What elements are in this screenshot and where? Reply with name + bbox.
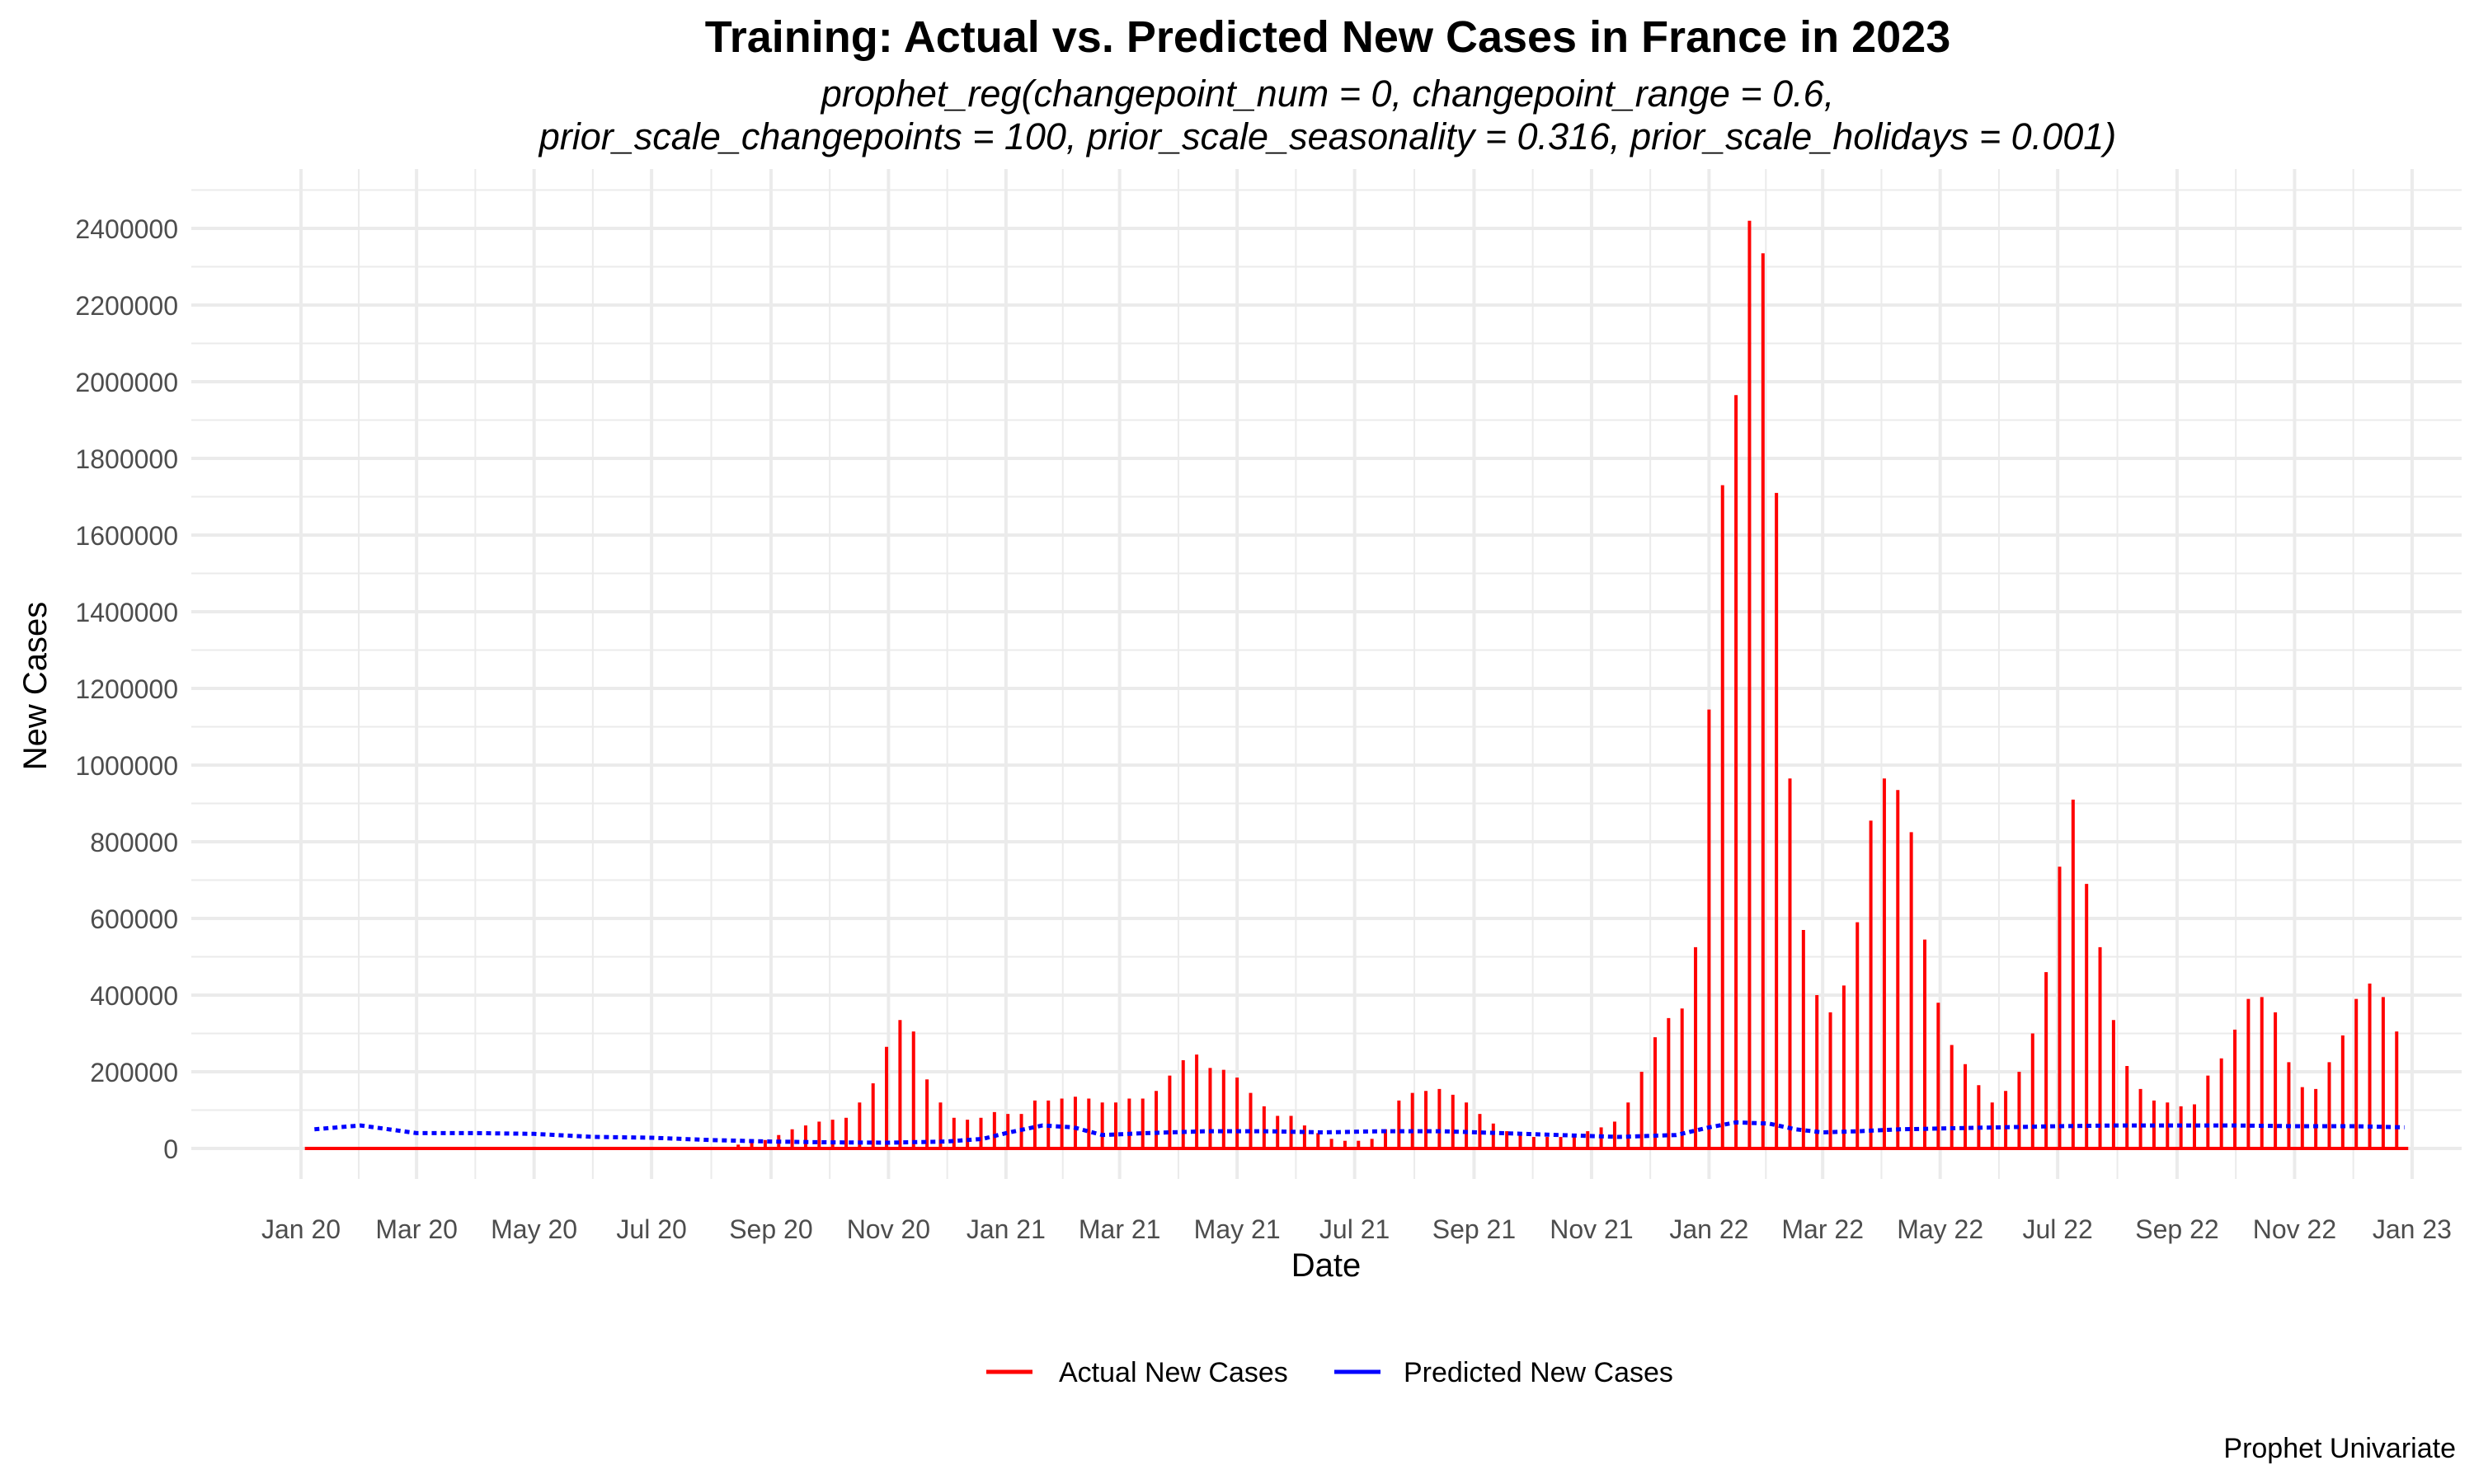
y-tick-label: 600000	[90, 904, 178, 934]
x-tick-label: May 21	[1194, 1214, 1281, 1244]
chart-title: Training: Actual vs. Predicted New Cases…	[704, 12, 1951, 62]
y-axis-label: New Cases	[17, 602, 54, 771]
legend-actual-label: Actual New Cases	[1059, 1357, 1288, 1388]
x-axis-ticks: Jan 20 Mar 20 May 20 Jul 20 Sep 20 Nov 20 Jan …	[261, 1214, 2452, 1244]
predicted-line	[314, 1120, 2405, 1145]
y-tick-label: 800000	[90, 828, 178, 857]
x-tick-label: Jul 22	[2022, 1214, 2092, 1244]
y-tick-label: 1800000	[75, 444, 178, 474]
y-tick-label: 1400000	[75, 598, 178, 627]
y-tick-label: 2400000	[75, 214, 178, 244]
x-tick-label: Jul 20	[616, 1214, 686, 1244]
x-axis-label: Date	[1291, 1247, 1362, 1284]
x-tick-label: Sep 20	[729, 1214, 812, 1244]
y-tick-label: 1200000	[75, 674, 178, 704]
caption: Prophet Univariate	[2223, 1433, 2456, 1464]
x-tick-label: Sep 22	[2135, 1214, 2218, 1244]
actual-series-layer	[304, 220, 2409, 1150]
x-tick-label: Mar 22	[1781, 1214, 1864, 1244]
y-tick-label: 0	[163, 1134, 178, 1164]
y-tick-label: 200000	[90, 1058, 178, 1087]
x-tick-label: Jul 21	[1319, 1214, 1390, 1244]
y-tick-label: 1600000	[75, 521, 178, 551]
x-tick-label: Mar 20	[375, 1214, 458, 1244]
y-tick-label: 2000000	[75, 368, 178, 397]
x-tick-label: Nov 21	[1550, 1214, 1633, 1244]
x-tick-label: Jan 23	[2373, 1214, 2452, 1244]
y-tick-label: 1000000	[75, 751, 178, 781]
x-tick-label: Sep 21	[1432, 1214, 1516, 1244]
x-tick-label: May 22	[1897, 1214, 1983, 1244]
y-tick-label: 400000	[90, 981, 178, 1011]
predicted-series-layer	[314, 1120, 2405, 1145]
y-tick-label: 2200000	[75, 291, 178, 321]
grid-lines	[191, 169, 2462, 1179]
x-tick-label: Jan 20	[261, 1214, 341, 1244]
legend: Actual New Cases Predicted New Cases	[986, 1357, 1673, 1388]
x-tick-label: May 20	[491, 1214, 577, 1244]
y-axis-ticks: 0 200000 400000 600000 800000 1000000 1200000 1…	[75, 214, 178, 1164]
chart-subtitle-line-1: prophet_reg(changepoint_num = 0, changep…	[821, 73, 1835, 115]
x-tick-label: Mar 21	[1079, 1214, 1161, 1244]
x-tick-label: Jan 21	[967, 1214, 1046, 1244]
chart-subtitle-line-2: prior_scale_changepoints = 100, prior_sc…	[539, 115, 2117, 157]
x-tick-label: Jan 22	[1669, 1214, 1748, 1244]
legend-predicted-label: Predicted New Cases	[1404, 1357, 1673, 1388]
x-tick-label: Nov 22	[2253, 1214, 2336, 1244]
x-tick-label: Nov 20	[847, 1214, 930, 1244]
